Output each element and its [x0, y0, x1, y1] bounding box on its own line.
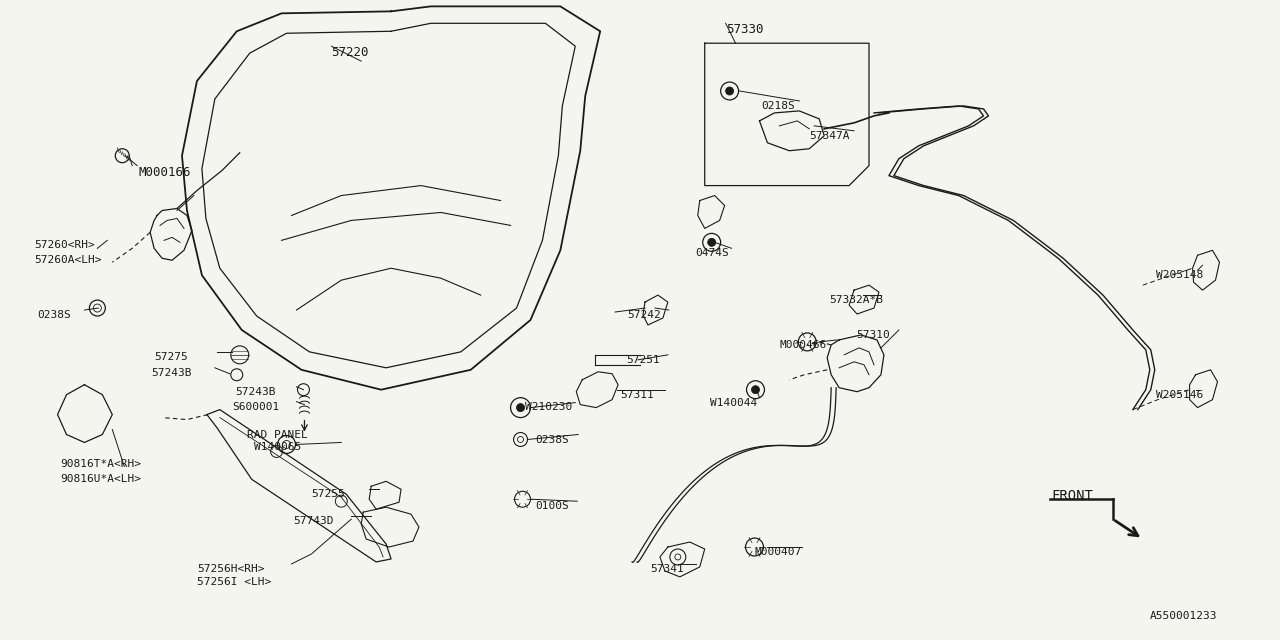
Text: 57242: 57242	[627, 310, 660, 320]
Circle shape	[517, 404, 525, 412]
Text: 57243B: 57243B	[234, 387, 275, 397]
Text: 90816U*A<LH>: 90816U*A<LH>	[60, 474, 142, 484]
Text: 57330: 57330	[726, 23, 763, 36]
Circle shape	[751, 386, 759, 394]
Text: W205146: W205146	[1156, 390, 1203, 400]
Text: W210230: W210230	[525, 402, 572, 412]
Text: 0238S: 0238S	[37, 310, 72, 320]
Text: 57251: 57251	[626, 355, 659, 365]
Text: 57255: 57255	[311, 489, 346, 499]
Text: 57743D: 57743D	[293, 516, 334, 526]
Text: 57243B: 57243B	[151, 368, 192, 378]
Text: A550001233: A550001233	[1149, 611, 1217, 621]
Text: 0100S: 0100S	[535, 501, 570, 511]
Text: 0218S: 0218S	[762, 101, 795, 111]
Circle shape	[726, 87, 733, 95]
Text: 57256I <LH>: 57256I <LH>	[197, 577, 271, 587]
Text: 57260<RH>: 57260<RH>	[35, 241, 96, 250]
Text: 57310: 57310	[856, 330, 890, 340]
Text: RAD PANEL: RAD PANEL	[247, 429, 307, 440]
Text: 57332A*B: 57332A*B	[829, 295, 883, 305]
Text: 57220: 57220	[332, 46, 369, 59]
Text: 57275: 57275	[154, 352, 188, 362]
Text: S600001: S600001	[232, 402, 279, 412]
Text: 90816T*A<RH>: 90816T*A<RH>	[60, 460, 142, 469]
Text: M000407: M000407	[754, 547, 801, 557]
Text: M000466: M000466	[780, 340, 827, 350]
Text: 57260A<LH>: 57260A<LH>	[35, 255, 102, 266]
Text: 0474S: 0474S	[695, 248, 728, 259]
Circle shape	[708, 238, 716, 246]
Text: 57256H<RH>: 57256H<RH>	[197, 564, 265, 574]
Text: FRONT: FRONT	[1051, 489, 1093, 503]
Text: 0238S: 0238S	[535, 435, 570, 445]
Text: W140044: W140044	[709, 397, 756, 408]
Text: 57341: 57341	[650, 564, 684, 574]
Text: W140065: W140065	[253, 442, 301, 452]
Text: 57311: 57311	[620, 390, 654, 400]
Text: W205148: W205148	[1156, 270, 1203, 280]
Text: M000166: M000166	[138, 166, 191, 179]
Text: 57347A: 57347A	[809, 131, 850, 141]
